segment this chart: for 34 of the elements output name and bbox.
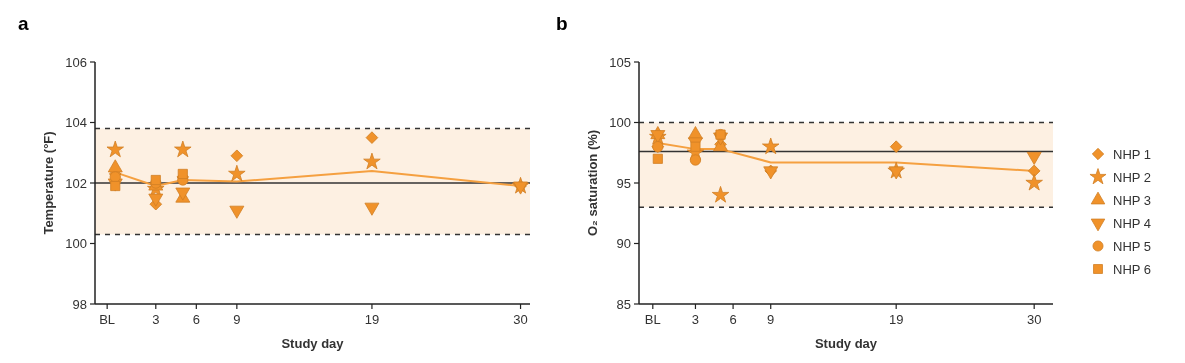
legend-label: NHP 2	[1113, 169, 1152, 185]
x-tick-label: 19	[364, 312, 380, 327]
y-tick-label: 102	[65, 175, 87, 191]
legend-label: NHP 6	[1113, 261, 1152, 277]
y-tick-label: 98	[72, 296, 87, 312]
y-axis-title: O₂ saturation (%)	[585, 129, 600, 237]
x-tick-label: 3	[152, 312, 160, 327]
x-tick-label: 9	[767, 312, 775, 327]
legend-label: NHP 3	[1113, 192, 1152, 208]
y-tick-label: 90	[616, 236, 631, 252]
x-tick-label: BL	[644, 312, 661, 327]
y-tick-label: 100	[609, 115, 631, 131]
x-tick-label: 9	[233, 312, 241, 327]
x-axis-title: Study day	[281, 336, 345, 351]
legend-label: NHP 5	[1113, 238, 1152, 254]
y-tick-label: 106	[65, 54, 87, 70]
y-axis-title: Temperature (°F)	[41, 131, 56, 235]
x-tick-label: 3	[691, 312, 700, 327]
chart-title: b	[556, 13, 568, 34]
y-tick-label: 104	[65, 115, 87, 131]
chart-title: a	[18, 13, 29, 34]
x-tick-label: BL	[99, 312, 116, 327]
x-tick-label: 6	[192, 312, 200, 327]
y-tick-label: 85	[616, 296, 631, 312]
y-tick-label: 105	[609, 54, 631, 70]
y-tick-label: 95	[616, 175, 631, 191]
x-tick-label: 19	[888, 312, 904, 327]
legend-label: NHP 1	[1113, 146, 1152, 162]
y-tick-label: 100	[65, 236, 87, 252]
x-tick-label: 30	[513, 312, 528, 327]
x-tick-label: 6	[729, 312, 737, 327]
x-tick-label: 30	[1026, 312, 1042, 327]
x-axis-title: Study day	[814, 336, 878, 351]
legend-label: NHP 4	[1113, 215, 1152, 231]
